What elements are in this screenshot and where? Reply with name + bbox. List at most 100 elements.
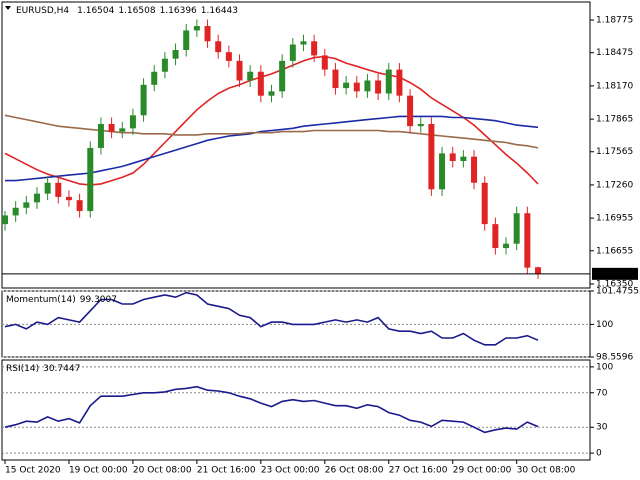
candle-body — [503, 243, 510, 249]
candle-body — [353, 82, 360, 92]
candle-body — [247, 71, 254, 81]
indicator-line — [4, 291, 539, 346]
plot — [2, 19, 541, 279]
candle-body — [513, 213, 520, 244]
candle-body — [172, 49, 179, 59]
candle-body — [535, 267, 541, 274]
candle-body — [428, 123, 435, 190]
candle-body — [12, 207, 19, 216]
y-tick-label: 1.18475 — [596, 48, 633, 58]
candle-body — [215, 41, 222, 53]
candle-body — [300, 41, 307, 45]
candle-body — [161, 58, 168, 72]
candle-body — [108, 123, 115, 132]
panel-frame — [1, 359, 591, 461]
candle-body — [279, 60, 286, 92]
plot — [4, 385, 539, 434]
title-part: 1.16443 — [201, 6, 238, 16]
title-part: Momentum(14) — [6, 295, 76, 305]
candle-body — [97, 123, 104, 148]
y-tick-label: 0 — [596, 449, 602, 459]
candle-body — [439, 153, 446, 190]
candle-body — [76, 200, 83, 212]
y-tick-label: 1.18775 — [596, 16, 633, 26]
x-tick-label: 19 Oct 00:00 — [69, 466, 128, 476]
y-tick-label: 70 — [596, 388, 608, 398]
title-part: 1.16396 — [160, 6, 197, 16]
collapse-icon — [5, 6, 11, 10]
moving-average — [5, 115, 539, 182]
candle-body — [151, 71, 158, 85]
last-price-label: 1.16443 — [596, 269, 633, 279]
x-tick-label: 15 Oct 2020 — [5, 466, 61, 476]
x-tick-label: 29 Oct 00:00 — [453, 466, 512, 476]
candle-body — [193, 26, 200, 31]
candle-body — [140, 84, 147, 116]
moving-average — [4, 114, 539, 149]
last-price-box — [592, 267, 638, 280]
y-tick-label: 100 — [596, 362, 613, 372]
x-tick-label: 23 Oct 00:00 — [261, 466, 320, 476]
title-part: 1.16504 — [77, 6, 114, 16]
candle-body — [407, 95, 414, 127]
candle-body — [268, 91, 275, 96]
candle-body — [460, 156, 467, 161]
x-tick-label: 26 Oct 08:00 — [325, 466, 384, 476]
y-tick-label: 1.18170 — [596, 81, 633, 91]
candle-body — [55, 182, 62, 197]
indicator-title: RSI(14) 30.7447 — [6, 364, 80, 374]
indicator-line — [4, 385, 539, 434]
candle-body — [364, 80, 371, 92]
plot — [4, 291, 539, 346]
candle-body — [332, 69, 339, 89]
candle-body — [236, 60, 243, 81]
candle-body — [129, 115, 136, 129]
chart-title: EURUSD,H4 1.16504 1.16508 1.16396 1.16443 — [16, 6, 238, 16]
y-tick-label: 30 — [596, 423, 608, 433]
candle-body — [524, 213, 531, 268]
y-tick-label: 101.4755 — [596, 287, 639, 297]
title-part: 30.7447 — [43, 364, 80, 374]
y-tick-label: 1.17565 — [596, 147, 633, 157]
title-part: 1.16508 — [118, 6, 155, 16]
candle-body — [289, 44, 296, 61]
indicator-title: Momentum(14) 99.3007 — [6, 295, 117, 305]
candle-body — [385, 69, 392, 94]
x-tick-label: 27 Oct 16:00 — [389, 466, 448, 476]
panel-frame — [1, 1, 591, 289]
y-tick-label: 98.5596 — [596, 353, 633, 363]
title-part: 99.3007 — [80, 295, 117, 305]
candle-body — [65, 196, 72, 201]
candle-body — [2, 215, 8, 225]
candle-body — [225, 52, 232, 61]
candle-body — [183, 30, 190, 50]
candle-body — [492, 224, 499, 249]
y-tick-label: 1.17865 — [596, 115, 633, 125]
candle-body — [204, 26, 211, 42]
candle-body — [343, 82, 350, 89]
y-tick-label: 100 — [596, 320, 613, 330]
x-tick-label: 30 Oct 08:00 — [517, 466, 576, 476]
y-tick-label: 1.16350 — [596, 279, 633, 289]
candle-body — [33, 193, 40, 203]
y-tick-label: 1.17260 — [596, 180, 633, 190]
title-part: EURUSD,H4 — [16, 6, 69, 16]
candle-body — [311, 41, 318, 56]
candle-body — [44, 182, 51, 194]
candle-body — [23, 202, 30, 208]
candle-body — [471, 156, 478, 183]
moving-average — [4, 55, 539, 186]
y-tick-label: 1.16655 — [596, 246, 633, 256]
title-part: RSI(14) — [6, 364, 39, 374]
candle-body — [321, 55, 328, 70]
y-tick-label: 1.16955 — [596, 214, 633, 224]
x-tick-label: 21 Oct 16:00 — [197, 466, 256, 476]
candle-body — [119, 128, 126, 132]
candle-body — [87, 147, 94, 212]
x-tick-label: 20 Oct 08:00 — [133, 466, 192, 476]
candle-body — [396, 69, 403, 96]
candle-body — [417, 123, 424, 127]
candle-body — [257, 71, 264, 96]
